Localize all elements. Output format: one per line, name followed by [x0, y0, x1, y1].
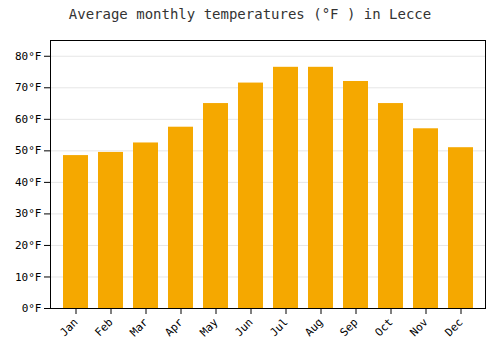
svg-text:80°F: 80°F	[15, 50, 42, 63]
svg-text:Apr: Apr	[162, 315, 186, 339]
svg-text:Feb: Feb	[92, 316, 115, 339]
svg-text:Oct: Oct	[372, 316, 395, 339]
svg-text:Dec: Dec	[442, 316, 465, 339]
svg-text:Sep: Sep	[337, 316, 360, 339]
svg-text:20°F: 20°F	[15, 239, 42, 252]
svg-text:0°F: 0°F	[22, 302, 42, 315]
html-text:Average monthly temperatures (: Average monthly temperatures (°F ) in Le…	[68, 6, 432, 22]
svg-text:Aug: Aug	[302, 316, 325, 339]
svg-text:70°F: 70°F	[15, 81, 42, 94]
svg-text:Nov: Nov	[407, 315, 431, 339]
svg-text:Jul: Jul	[267, 316, 290, 339]
svg-text:May: May	[197, 315, 221, 339]
svg-text:60°F: 60°F	[15, 113, 42, 126]
svg-text:40°F: 40°F	[15, 176, 42, 189]
svg-text:Jun: Jun	[232, 316, 255, 339]
svg-text:30°F: 30°F	[15, 207, 42, 220]
svg-text:10°F: 10°F	[15, 270, 42, 283]
svg-text:Mar: Mar	[127, 315, 151, 339]
svg-text:50°F: 50°F	[15, 144, 42, 157]
svg-text:Jan: Jan	[57, 316, 80, 339]
